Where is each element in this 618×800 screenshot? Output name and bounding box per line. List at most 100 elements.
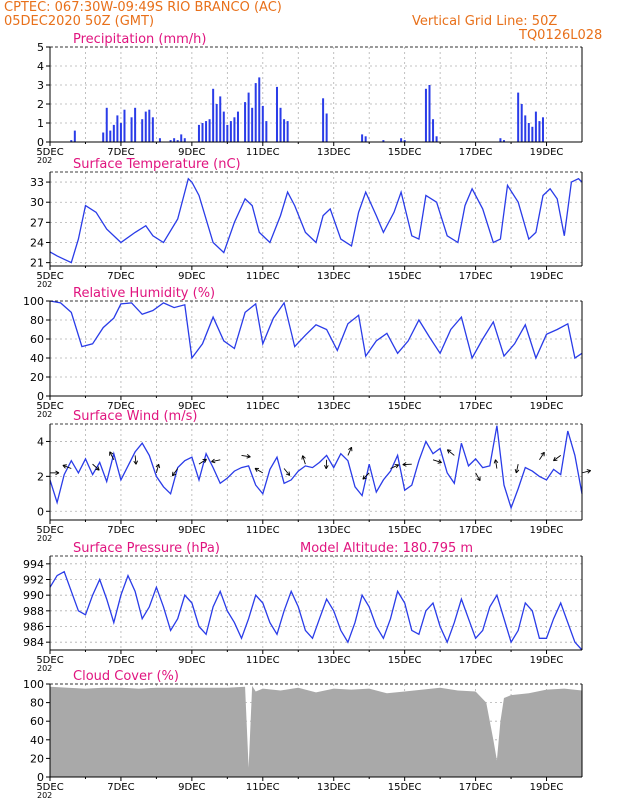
y-tick-label: 100	[23, 295, 44, 308]
x-tick-label: 15DEC	[388, 401, 422, 412]
year-fragment: 202	[37, 534, 52, 543]
wind-arrow	[211, 459, 221, 463]
x-tick-label: 15DEC	[388, 525, 422, 536]
panel-title: Surface Temperature (nC)	[73, 157, 241, 172]
wind-arrow	[62, 464, 72, 469]
wind-arrow	[172, 468, 179, 477]
precip-bar	[102, 132, 105, 142]
precip-bar	[286, 121, 289, 142]
x-tick-label: 7DEC	[107, 525, 134, 536]
wind-arrow	[515, 464, 519, 474]
y-tick-label: 1	[37, 117, 44, 130]
precip-bar	[517, 92, 520, 142]
x-tick-label: 9DEC	[178, 401, 205, 412]
x-tick-label: 9DEC	[178, 525, 205, 536]
wind-arrow-head	[55, 470, 60, 476]
x-tick-label: 7DEC	[107, 655, 134, 666]
precip-bar	[524, 115, 527, 142]
year-fragment: 202	[37, 156, 52, 165]
y-tick-label: 100	[23, 678, 44, 691]
panel-6: 0 20 40 60 80 100 5DEC 7DEC 9DEC 11DEC 13DEC 15DEC 1…	[23, 669, 583, 800]
wind-arrow-head	[446, 449, 452, 454]
wind-arrow-head	[362, 475, 367, 480]
x-tick-label: 11DEC	[246, 525, 280, 536]
precip-bar	[435, 136, 438, 142]
wind-arrow-head	[254, 467, 260, 473]
precip-bar	[73, 130, 76, 142]
date-line: 05DEC2020 50Z (GMT)	[4, 14, 155, 29]
panel-title: Cloud Cover (%)	[73, 669, 179, 684]
precip-bar	[201, 123, 204, 142]
x-tick-label: 17DEC	[459, 147, 493, 158]
wind-arrow	[109, 451, 115, 460]
y-tick-label: 4	[37, 435, 44, 448]
precip-bar	[254, 83, 257, 142]
x-tick-label: 17DEC	[459, 525, 493, 536]
y-tick-label: 0	[37, 505, 44, 518]
wind-arrow	[155, 464, 160, 473]
wind-arrow-head	[553, 456, 558, 462]
precip-bar	[215, 104, 218, 142]
wind-arrow	[283, 468, 291, 476]
precip-bar	[279, 107, 282, 142]
x-tick-label: 17DEC	[459, 655, 493, 666]
precip-bar	[158, 138, 161, 142]
wind-arrow	[539, 451, 545, 461]
wind-arrow-head	[437, 459, 442, 464]
precip-bar	[112, 124, 115, 142]
x-tick-label: 15DEC	[388, 782, 422, 793]
x-tick-label: 9DEC	[178, 147, 205, 158]
precip-bar	[180, 134, 183, 142]
x-tick-label: 13DEC	[317, 147, 351, 158]
wind-arrow-head	[133, 460, 139, 465]
x-tick-label: 17DEC	[459, 782, 493, 793]
x-tick-label: 13DEC	[317, 655, 351, 666]
x-tick-label: 17DEC	[459, 401, 493, 412]
precip-bar	[151, 117, 154, 142]
x-tick-label: 15DEC	[388, 271, 422, 282]
precip-bar	[283, 119, 286, 142]
precip-bar	[275, 86, 278, 142]
precip-bar	[109, 130, 112, 142]
wind-arrow	[390, 464, 399, 469]
x-tick-label: 15DEC	[388, 147, 422, 158]
y-tick-label: 0	[37, 390, 44, 403]
x-tick-label: 5DEC	[36, 782, 63, 793]
precip-bar	[265, 121, 268, 142]
wind-arrow	[475, 472, 481, 481]
wind-arrow-head	[493, 459, 499, 464]
precip-bar	[70, 140, 73, 142]
y-tick-label: 990	[23, 589, 44, 602]
x-tick-label: 5DEC	[36, 655, 63, 666]
series-line	[49, 570, 583, 651]
wind-arrow	[241, 454, 251, 458]
wind-arrow-head	[402, 462, 407, 467]
wind-arrow-head	[514, 468, 520, 474]
y-tick-label: 20	[30, 371, 44, 384]
y-tick-label: 24	[30, 237, 44, 250]
y-tick-label: 27	[30, 216, 44, 229]
precip-bar	[244, 102, 247, 142]
wind-arrow-head	[324, 464, 329, 470]
wind-arrow-head	[586, 469, 592, 474]
y-tick-label: 40	[30, 352, 44, 365]
x-tick-label: 13DEC	[317, 525, 351, 536]
y-tick-label: 60	[30, 333, 44, 346]
precip-bar	[258, 77, 261, 142]
precip-bar	[116, 115, 119, 142]
precip-bar	[205, 121, 208, 142]
y-tick-label: 60	[30, 715, 44, 728]
year-fragment: 202	[37, 410, 52, 419]
x-tick-label: 11DEC	[246, 401, 280, 412]
precip-bar	[219, 96, 222, 142]
precip-bar	[212, 88, 215, 142]
precip-bar	[527, 123, 530, 142]
precip-bar	[229, 121, 232, 142]
precip-bar	[261, 105, 264, 142]
wind-arrow-head	[476, 476, 481, 482]
precip-bar	[233, 117, 236, 142]
precip-bar	[123, 109, 126, 142]
x-tick-label: 13DEC	[317, 401, 351, 412]
x-tick-label: 13DEC	[317, 782, 351, 793]
